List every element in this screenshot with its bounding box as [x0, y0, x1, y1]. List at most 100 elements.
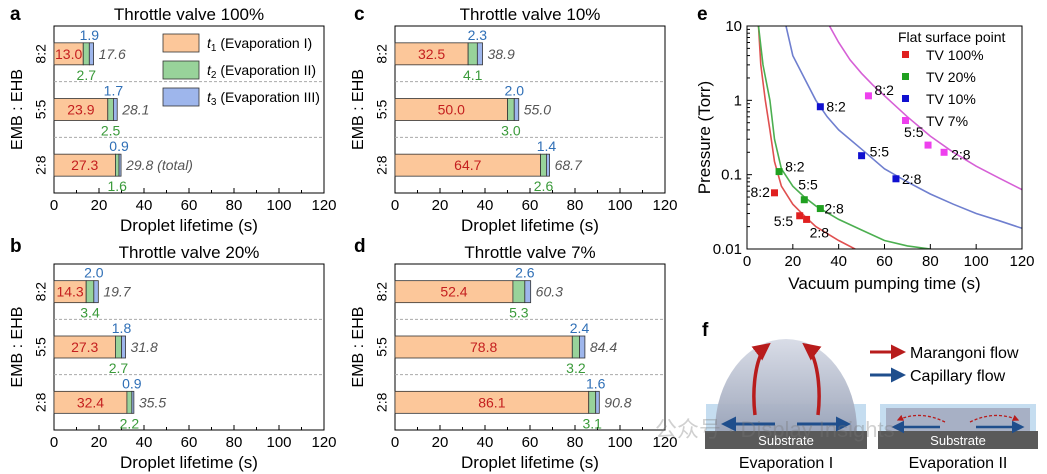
label-total: 55.0 — [524, 102, 551, 118]
label-t3: 2.3 — [468, 27, 488, 43]
bar-t3 — [121, 335, 126, 359]
label-t1: 50.0 — [438, 102, 465, 118]
marangoni-weak-right — [969, 414, 1020, 423]
panel-f: f Substrate Evaporation I Substrate Evaporat… — [702, 320, 1038, 472]
label-t1: 27.3 — [71, 157, 98, 173]
label-total: 38.9 — [488, 46, 515, 62]
legend-entry: TV 20% — [926, 69, 976, 85]
bar-t3 — [579, 335, 586, 359]
x-tick-label: 100 — [266, 197, 291, 214]
label-total: 60.3 — [536, 284, 563, 300]
label-t3: 2.0 — [505, 83, 525, 99]
x-tick-label: 80 — [567, 434, 584, 451]
substrate-1 — [705, 431, 867, 449]
x-tick-label: 120 — [652, 434, 677, 451]
legend: t1 (Evaporation I) t2 (Evaporation II) t3 … — [162, 33, 320, 108]
label-t2: 2.2 — [120, 415, 140, 431]
label-t1: 32.5 — [418, 46, 445, 62]
point-label: 8:2 — [785, 159, 805, 175]
panel-letter: d — [354, 236, 366, 257]
label-total: 90.8 — [604, 394, 631, 410]
label-total: 17.6 — [99, 46, 126, 62]
x-tick-label: 60 — [181, 434, 198, 451]
legend-entry: t1 (Evaporation I) — [207, 35, 312, 54]
data-point — [796, 212, 804, 220]
marangoni-legend-label: Marangoni flow — [910, 345, 1019, 362]
panel-letter: b — [10, 236, 22, 257]
x-axis-label: Droplet lifetime (s) — [461, 453, 599, 472]
bar-t2 — [115, 153, 120, 177]
series-line — [828, 26, 1022, 191]
label-t1: 27.3 — [71, 339, 98, 355]
label-t1: 64.7 — [454, 157, 481, 173]
category-label: 2:8 — [374, 155, 390, 175]
legend-entry: TV 100% — [926, 47, 984, 63]
x-tick-label: 0 — [50, 197, 58, 214]
point-label: 5:5 — [798, 177, 818, 193]
label-t2: 3.0 — [501, 123, 521, 139]
x-tick-label: 20 — [91, 197, 108, 214]
x-tick-label: 20 — [432, 197, 449, 214]
label-total: 35.5 — [139, 394, 166, 410]
x-tick-label: 100 — [964, 253, 989, 270]
x-tick-label: 120 — [1009, 253, 1034, 270]
legend-swatch — [162, 87, 200, 107]
data-point — [771, 189, 778, 197]
legend-title: Flat surface point — [898, 29, 1005, 45]
droplet — [715, 339, 857, 431]
substrate-2 — [878, 431, 1038, 449]
label-t2: 2.7 — [109, 360, 129, 376]
label-t3: 0.9 — [109, 138, 129, 154]
panel-letter: e — [697, 4, 708, 25]
label-t2: 3.1 — [582, 415, 602, 431]
x-tick-label: 100 — [266, 434, 291, 451]
series-line — [757, 26, 857, 249]
label-t2: 2.6 — [534, 178, 554, 194]
y-tick-label: 0.01 — [713, 241, 742, 258]
legend-swatch — [162, 60, 200, 80]
x-tick-label: 100 — [607, 434, 632, 451]
bar-t2 — [540, 153, 547, 177]
x-axis-label: Droplet lifetime (s) — [120, 453, 258, 472]
panel-letter: c — [354, 4, 365, 25]
x-tick-label: 80 — [226, 197, 243, 214]
panel-a: a Throttle valve 100% 0 20 40 60 80 100 120 Dropl… — [9, 4, 337, 235]
label-t3: 1.4 — [537, 138, 557, 154]
label-t1: 78.8 — [470, 339, 497, 355]
panel-letter: a — [10, 4, 21, 25]
label-total: 19.7 — [103, 284, 131, 300]
point-label: 8:2 — [874, 82, 894, 98]
data-point — [816, 103, 824, 111]
x-tick-label: 100 — [607, 197, 632, 214]
x-axis-label: Vacuum pumping time (s) — [788, 274, 980, 293]
bar-t3 — [476, 42, 483, 66]
x-tick-label: 40 — [136, 197, 153, 214]
category-label: 8:2 — [33, 44, 49, 64]
bar-t2 — [82, 42, 90, 66]
watermark: 公众号 · Display Insights — [655, 417, 895, 442]
thin-film — [886, 408, 1030, 431]
data-point — [816, 205, 824, 213]
bar-t3 — [524, 280, 532, 304]
x-tick-label: 0 — [391, 434, 399, 451]
x-tick-label: 120 — [311, 434, 336, 451]
label-t1: 32.4 — [77, 394, 104, 410]
label-total: 84.4 — [590, 339, 617, 355]
y-axis-label: Pressure (Torr) — [695, 81, 714, 194]
category-label: 5:5 — [33, 337, 49, 357]
marangoni-arrow-left — [751, 342, 771, 416]
marangoni-arrow-right — [802, 342, 822, 416]
bar-t2 — [107, 98, 114, 121]
legend-marker — [902, 73, 909, 80]
bar-t3 — [118, 153, 122, 177]
legend-entry: TV 10% — [926, 91, 976, 107]
category-label: 8:2 — [374, 44, 390, 64]
bar-t3 — [93, 280, 99, 304]
label-t2: 3.2 — [566, 360, 586, 376]
x-tick-label: 80 — [226, 434, 243, 451]
label-t3: 1.8 — [112, 320, 132, 336]
x-axis-label: Droplet lifetime (s) — [120, 216, 258, 235]
caption-1: Evaporation I — [739, 455, 833, 472]
x-axis-label: Droplet lifetime (s) — [461, 216, 599, 235]
label-t3: 2.6 — [515, 265, 535, 281]
